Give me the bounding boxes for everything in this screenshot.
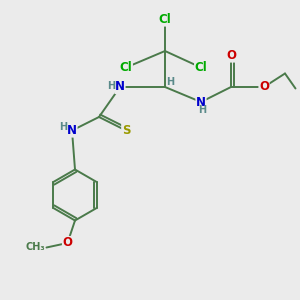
Text: N: N [115,80,125,94]
Text: CH₃: CH₃ [26,242,45,253]
Text: H: H [59,122,67,133]
Text: H: H [166,76,175,87]
Text: S: S [122,124,130,137]
Text: Cl: Cl [195,61,207,74]
Text: H: H [198,105,207,116]
Text: O: O [259,80,269,94]
Text: N: N [196,95,206,109]
Text: O: O [226,49,236,62]
Text: N: N [67,124,77,137]
Text: H: H [107,80,115,91]
Text: Cl: Cl [120,61,132,74]
Text: O: O [62,236,73,250]
Text: Cl: Cl [159,13,171,26]
